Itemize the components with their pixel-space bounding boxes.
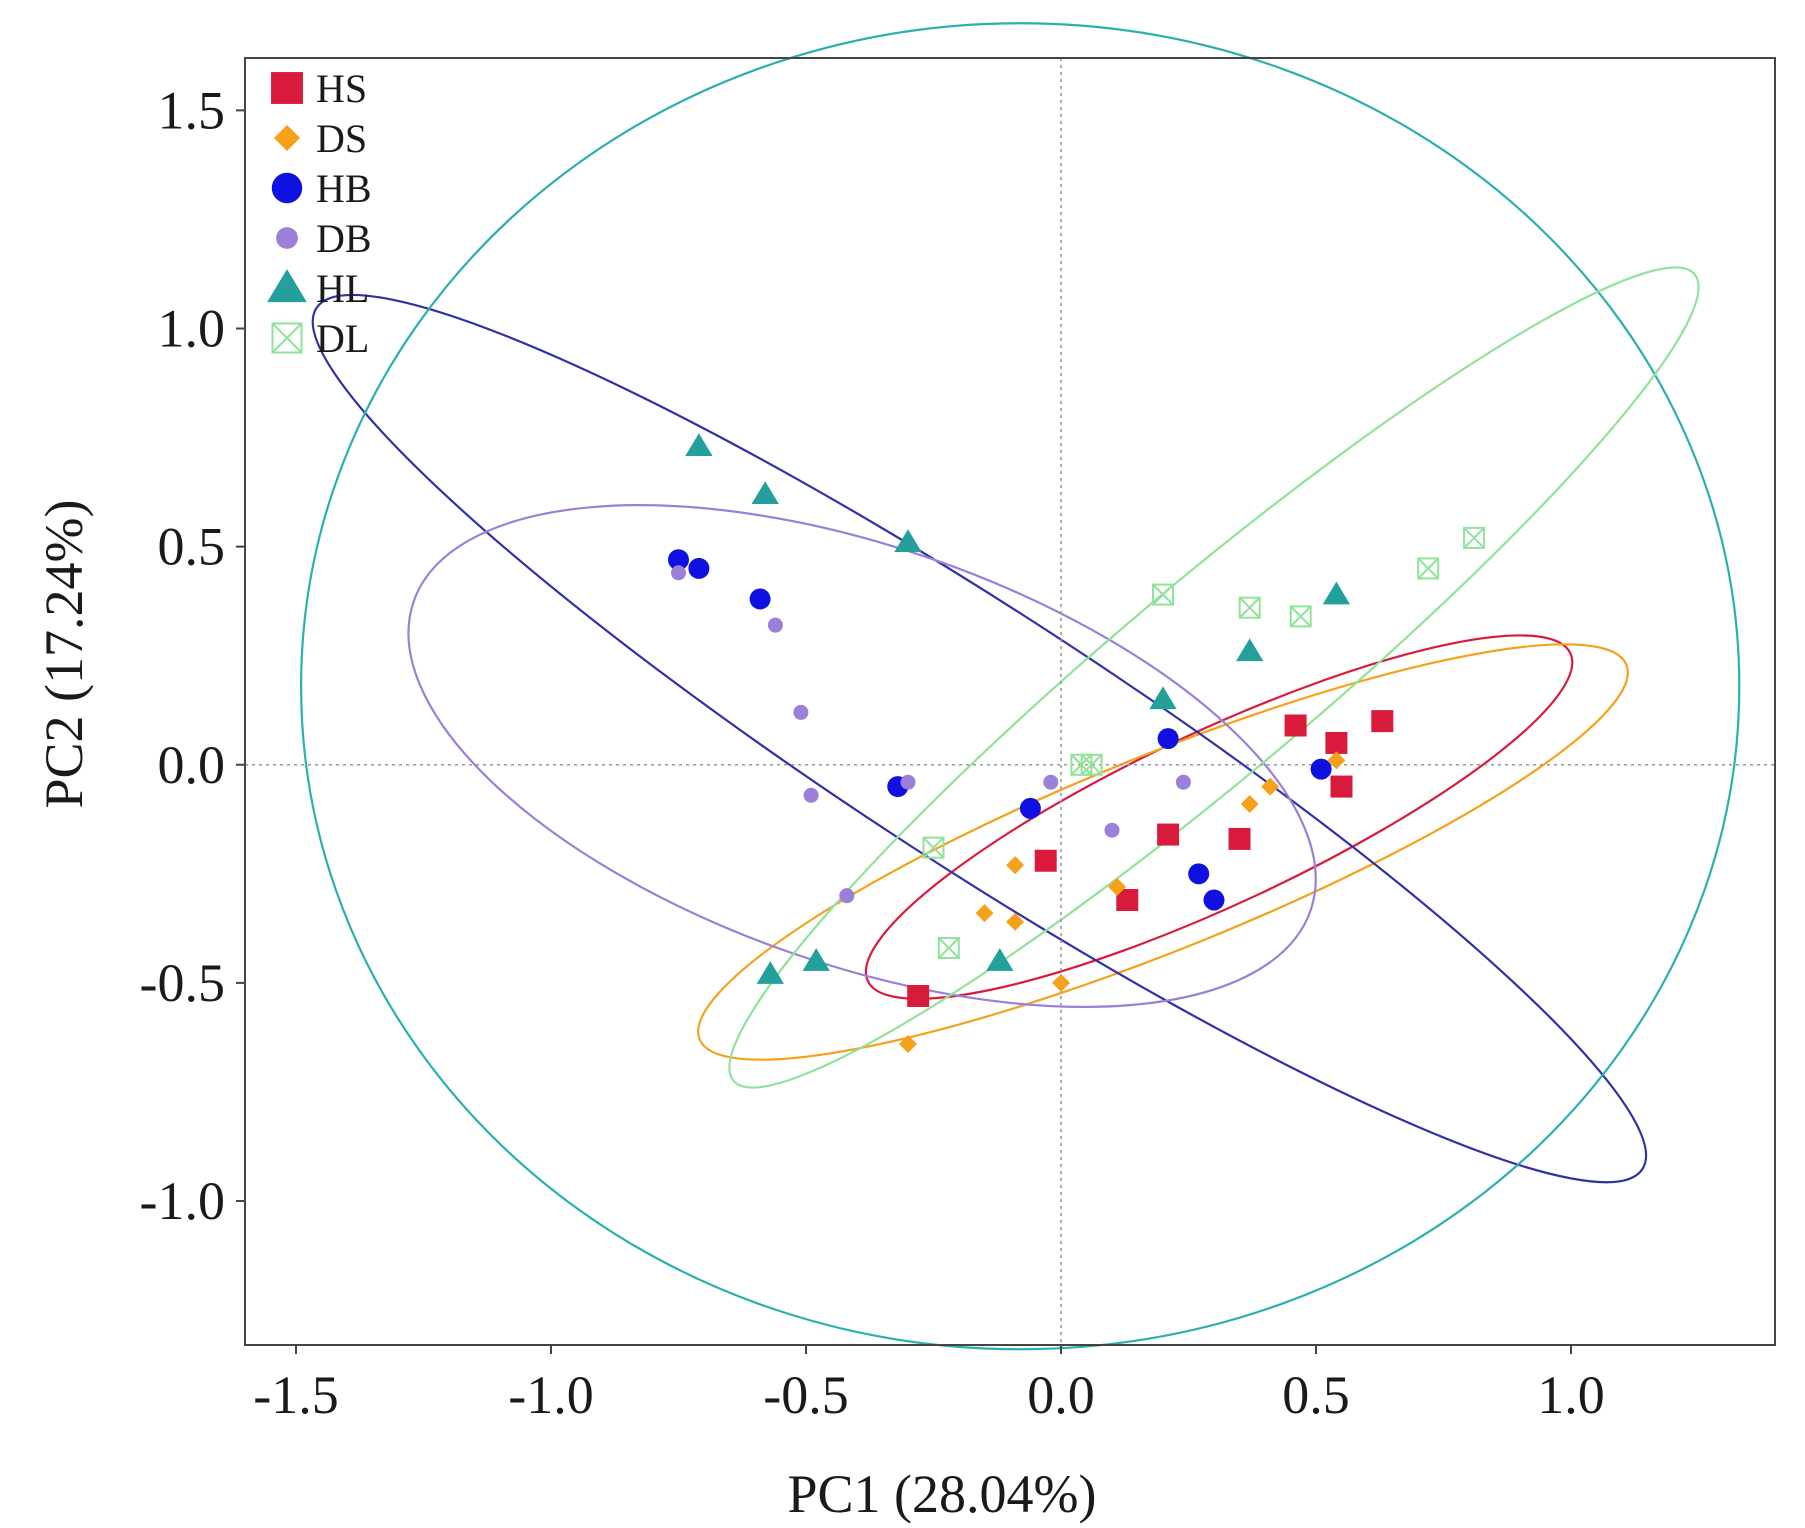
point-db-3: [793, 704, 809, 720]
y-tick-label: -1.0: [140, 1171, 225, 1231]
legend-marker-hb: [271, 172, 303, 204]
x-tick-label: 0.0: [1027, 1365, 1095, 1425]
point-dl-7: [1289, 605, 1312, 628]
y-tick-label: 0.0: [158, 735, 226, 795]
point-hl-4: [756, 961, 784, 984]
confidence-ellipses: [300, 22, 1741, 1351]
point-hb-3: [749, 588, 771, 610]
point-dl-2: [937, 936, 960, 959]
point-db-6: [900, 774, 916, 790]
point-hs-1: [907, 984, 930, 1007]
x-tick-label: -1.0: [508, 1365, 593, 1425]
point-db-9: [1175, 774, 1191, 790]
x-axis-ticks: -1.5 -1.0 -0.5 0.0 0.5 1.0: [253, 1345, 1605, 1425]
ellipse-dl: [728, 266, 1700, 1089]
ellipse-hs: [864, 634, 1574, 1000]
legend-marker-db: [276, 227, 298, 249]
point-dl-5: [1152, 583, 1174, 606]
plot-frame: [244, 57, 1776, 1346]
point-ds-5: [1006, 856, 1025, 875]
legend-label: HB: [316, 166, 372, 211]
point-dl-9: [1463, 526, 1486, 549]
ellipse-hb: [311, 293, 1648, 1184]
point-db-2: [767, 617, 783, 633]
point-ds-7: [1240, 795, 1259, 814]
point-hs-6: [1284, 714, 1307, 737]
legend-marker-hl: [267, 269, 307, 303]
point-db-7: [1043, 774, 1059, 790]
legend-label: DL: [316, 316, 369, 361]
point-ds-1: [899, 1034, 917, 1053]
y-tick-label: -0.5: [140, 953, 225, 1013]
y-axis-label: PC2 (17.24%): [34, 500, 94, 809]
point-hb-2: [688, 557, 710, 579]
point-hs-7: [1325, 731, 1348, 754]
point-dl-4: [1080, 753, 1103, 776]
point-hs-3: [1116, 889, 1139, 912]
point-hl-9: [1322, 581, 1351, 605]
legend-label: HS: [316, 66, 367, 111]
point-hl-2: [751, 481, 779, 505]
point-db-8: [1104, 822, 1120, 838]
ellipse-hl: [300, 22, 1741, 1351]
point-hb-9: [1310, 758, 1332, 780]
data-points: [668, 433, 1486, 1053]
point-ds-4: [1006, 912, 1025, 931]
reference-lines: [245, 58, 1775, 1345]
legend-item-ds: DS: [273, 116, 367, 161]
point-dl-1: [922, 836, 945, 859]
point-db-5: [839, 888, 855, 904]
point-hb-1: [668, 549, 689, 571]
y-tick-label: 0.5: [158, 517, 226, 577]
point-hl-8: [1236, 638, 1264, 662]
point-hl-6: [986, 948, 1014, 971]
point-hb-6: [1157, 728, 1179, 750]
point-db-1: [671, 565, 686, 581]
point-hb-8: [1203, 889, 1225, 911]
x-axis-label: PC1 (28.04%): [788, 1464, 1097, 1524]
y-tick-label: 1.5: [158, 80, 226, 140]
point-ds-9: [1327, 751, 1346, 770]
point-hb-5: [1019, 797, 1041, 819]
point-hs-9: [1371, 710, 1394, 733]
point-hs-4: [1157, 823, 1180, 846]
point-hb-7: [1188, 863, 1210, 885]
point-hs-5: [1228, 827, 1251, 850]
point-db-4: [803, 787, 819, 803]
x-tick-label: 0.5: [1282, 1365, 1350, 1425]
legend-item-dl: DL: [271, 316, 369, 361]
legend-item-hb: HB: [271, 166, 372, 211]
y-axis-ticks: 1.5 1.0 0.5 0.0 -0.5 -1.0: [140, 80, 245, 1231]
legend-item-hs: HS: [271, 66, 367, 111]
point-ds-3: [975, 904, 994, 923]
point-hl-1: [685, 433, 713, 457]
legend-item-hl: HL: [267, 266, 369, 311]
point-hl-3: [894, 529, 922, 553]
point-dl-8: [1417, 557, 1440, 580]
legend-label: HL: [316, 266, 369, 311]
x-tick-label: -0.5: [763, 1365, 848, 1425]
point-hl-7: [1149, 686, 1177, 710]
legend: HS DS HB DB HL DL: [267, 66, 372, 361]
point-hl-5: [802, 948, 830, 971]
legend-item-db: DB: [276, 216, 372, 261]
point-hs-2: [1034, 849, 1057, 872]
legend-marker-hs: [271, 72, 303, 104]
point-hs-8: [1330, 775, 1353, 798]
point-dl-6: [1238, 596, 1261, 619]
x-tick-label: -1.5: [253, 1365, 338, 1425]
legend-label: DS: [316, 116, 367, 161]
ellipse-ds: [697, 643, 1629, 1061]
legend-label: DB: [316, 216, 372, 261]
legend-marker-ds: [273, 124, 301, 152]
point-ds-2: [1052, 973, 1070, 992]
legend-marker-dl: [271, 322, 303, 354]
x-tick-label: 1.0: [1537, 1365, 1605, 1425]
point-ds-6: [1108, 877, 1127, 896]
point-ds-8: [1261, 777, 1280, 796]
y-tick-label: 1.0: [158, 298, 226, 358]
